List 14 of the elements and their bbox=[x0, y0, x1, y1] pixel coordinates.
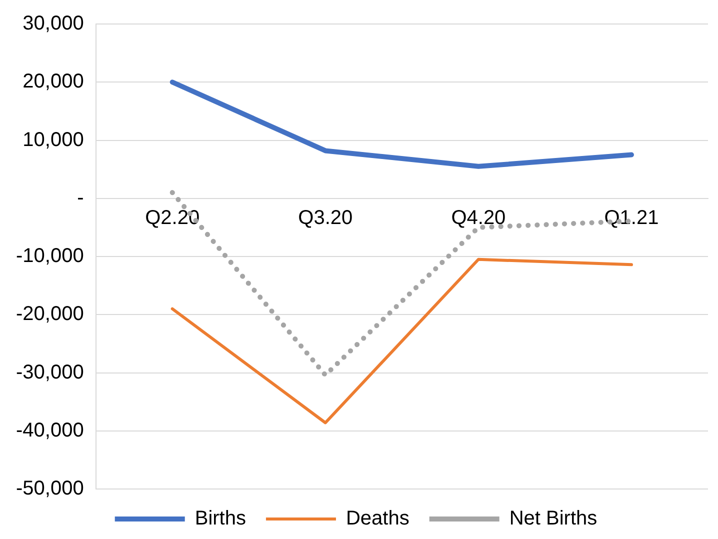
y-tick-label: 20,000 bbox=[22, 70, 84, 93]
y-tick-label: 10,000 bbox=[22, 128, 84, 151]
y-tick-label: - bbox=[77, 186, 84, 209]
y-tick-label: -40,000 bbox=[16, 419, 84, 442]
y-tick-label: -20,000 bbox=[16, 303, 84, 326]
x-tick-label: Q4.20 bbox=[451, 206, 506, 229]
y-tick-label: -10,000 bbox=[16, 245, 84, 268]
legend-label: Deaths bbox=[346, 508, 410, 530]
legend-label: Net Births bbox=[509, 508, 598, 530]
y-tick-label: 30,000 bbox=[22, 12, 84, 35]
y-tick-label: -30,000 bbox=[16, 361, 84, 384]
y-tick-label: -50,000 bbox=[16, 478, 84, 500]
x-tick-label: Q3.20 bbox=[298, 206, 353, 229]
legend-label: Births bbox=[194, 508, 246, 530]
